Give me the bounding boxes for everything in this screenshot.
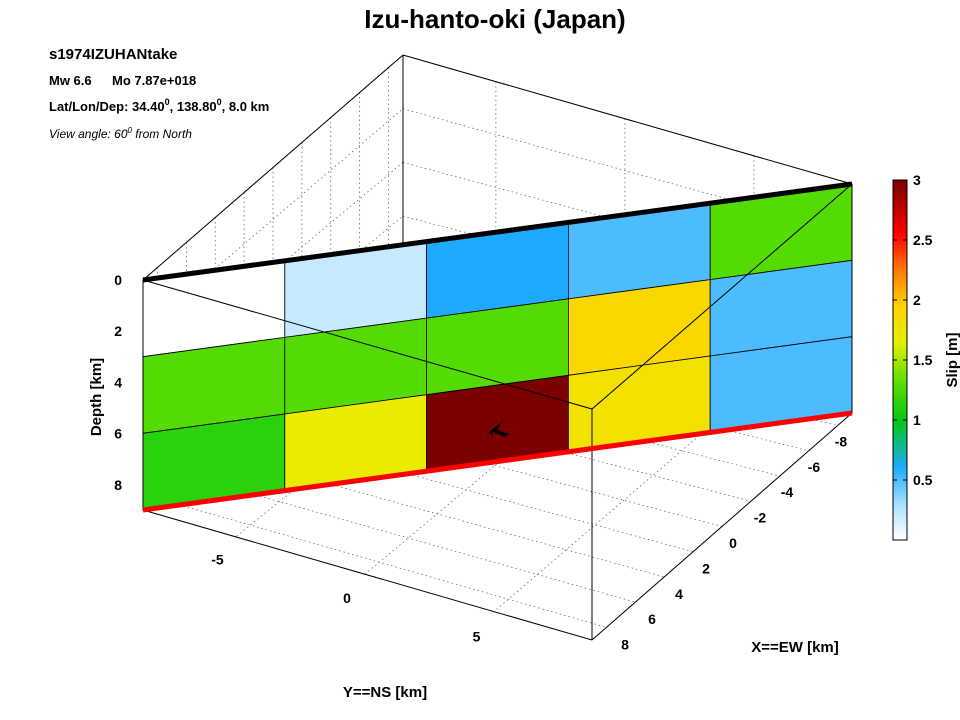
colorbar-tick-label: 1.5 [913,352,933,368]
colorbar-tick-label: 3 [913,172,921,188]
lat-value: 34.40 [132,99,165,114]
location-text: Lat/Lon/Dep: 34.400, 138.800, 8.0 km [49,97,269,114]
ew-tick-label: 8 [621,637,629,653]
view-angle-text: View angle: 600 from North [49,126,192,141]
colorbar-ticks: 0.5 1 1.5 2 2.5 3 [893,172,933,488]
depth-axis-label: Depth [km] [88,358,105,436]
colorbar-tick-label: 2 [913,292,921,308]
ew-tick-label: 6 [648,611,656,627]
depth-tick-label: 0 [114,272,122,288]
colorbar-tick-label: 1 [913,412,921,428]
colorbar-tick-label: 0.5 [913,472,933,488]
ew-tick-label: -8 [835,433,848,449]
ns-axis-label: Y==NS [km] [343,684,427,701]
lat-degree: 0 [165,97,170,107]
event-id: s1974IZUHANtake [49,46,177,63]
lon-degree: 0 [217,97,222,107]
fault-bottom-edge [142,410,853,513]
fault-cells [142,183,853,511]
ew-tick-labels: -8 -6 -4 -2 0 2 4 6 8 [621,433,847,652]
fault-top-edge [142,181,853,283]
grid-line [186,474,636,603]
frame-edge [591,412,853,641]
axes-frame-front [142,183,853,641]
ns-tick-label: -5 [211,552,224,568]
moment-label: Mo 7.87e+018 [112,73,196,88]
frame-edge [591,183,853,410]
frame-edge [142,279,593,410]
frame-edge [142,54,404,281]
colorbar-label: Slip [m] [944,332,960,387]
location-suffix: , 8.0 km [222,99,270,114]
lon-value: 138.80 [177,99,217,114]
location-comma: , [170,99,177,114]
ns-tick-label: 5 [473,629,481,645]
chart-title: Izu-hanto-oki (Japan) [364,4,625,34]
depth-tick-labels: 0 2 4 6 8 [114,272,122,493]
depth-tick-label: 4 [114,374,122,390]
colorbar-tick-label: 2.5 [913,232,933,248]
depth-tick-label: 2 [114,323,122,339]
frame-edge [402,54,853,185]
ns-tick-label: 0 [343,590,351,606]
ew-tick-label: 2 [702,560,710,576]
ew-tick-label: -4 [781,484,794,500]
ew-tick-label: 0 [729,535,737,551]
depth-tick-label: 6 [114,426,122,442]
ew-tick-label: 4 [675,586,683,602]
grid-line [157,498,607,628]
view-suffix: from North [132,127,192,141]
ns-tick-labels: -5 0 5 [211,552,480,645]
ew-tick-label: -6 [808,459,821,475]
location-prefix: Lat/Lon/Dep: [49,99,132,114]
view-degree: 0 [128,126,133,135]
magnitude-text: Mw 6.6 Mo 7.87e+018 [49,73,196,88]
grid-line [142,108,404,331]
hypocenter-arrow-icon [489,421,509,437]
depth-tick-label: 8 [114,477,122,493]
grid-line [493,388,755,612]
ew-axis-label: X==EW [km] [751,639,839,656]
frame-edge [142,509,593,641]
magnitude-label: Mw 6.6 [49,73,92,88]
view-prefix: View angle: 60 [49,127,128,141]
ew-tick-label: -2 [754,510,767,526]
